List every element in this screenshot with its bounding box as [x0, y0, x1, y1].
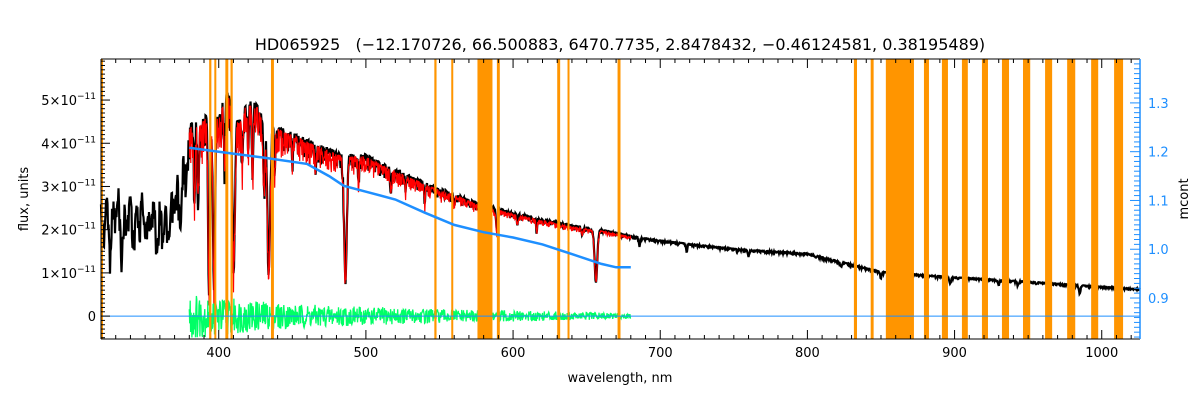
- x-tick-label: 900: [942, 346, 967, 361]
- y-tick-label: 0: [88, 310, 96, 325]
- masked-region: [557, 59, 561, 339]
- x-tick-label: 700: [648, 346, 673, 361]
- y2-axis-title: mcont: [1177, 178, 1192, 219]
- masked-region: [1045, 59, 1053, 339]
- masked-region: [209, 59, 212, 339]
- masked-region: [477, 59, 493, 339]
- masked-region: [434, 59, 437, 339]
- overlay-lines: [101, 146, 1140, 317]
- y2-tick-label: 1.2: [1148, 146, 1169, 161]
- y2-tick-label: 1.3: [1148, 97, 1169, 112]
- y-axis-title: flux, units: [17, 167, 32, 232]
- masked-region: [567, 59, 570, 339]
- masked-region: [870, 59, 874, 339]
- y2-tick-label: 1.1: [1148, 194, 1169, 209]
- x-tick-label: 800: [795, 346, 820, 361]
- y-tick-label: 3×10−11: [41, 178, 96, 195]
- y2-tick-label: 1.0: [1148, 243, 1169, 258]
- chart-title: HD065925 (−12.170726, 66.500883, 6470.77…: [255, 35, 985, 54]
- mcont-line: [189, 146, 631, 269]
- masked-region: [981, 59, 988, 339]
- masked-region: [225, 59, 229, 339]
- axes: 400 500 600 700 800 900 1000 0 1×10−11 2×10−11 3×1…: [41, 58, 1169, 361]
- masked-region: [961, 59, 968, 339]
- masked-region: [270, 59, 274, 339]
- masked-region: [941, 59, 948, 339]
- masked-region: [1091, 59, 1099, 339]
- masked-region: [451, 59, 454, 339]
- masked-region: [230, 59, 233, 339]
- x-tick-label: 400: [206, 346, 231, 361]
- masked-regions: [101, 59, 1124, 339]
- model-flux-line: [188, 95, 632, 325]
- residual-line: [188, 295, 632, 338]
- y-tick-label: 4×10−11: [41, 135, 96, 152]
- masked-region: [214, 59, 217, 339]
- y2-tick-label: 0.9: [1148, 292, 1169, 307]
- x-tick-label: 600: [501, 346, 526, 361]
- masked-region: [923, 59, 929, 339]
- x-axis-title: wavelength, nm: [568, 371, 673, 386]
- masked-region: [1067, 59, 1076, 339]
- masked-region: [1001, 59, 1010, 339]
- masked-region: [617, 59, 621, 339]
- masked-region: [1023, 59, 1031, 339]
- x-tick-label: 1000: [1085, 346, 1118, 361]
- masked-region: [496, 59, 500, 339]
- y-tick-label: 5×10−11: [41, 92, 96, 109]
- x-tick-label: 500: [353, 346, 378, 361]
- masked-region: [1114, 59, 1124, 339]
- masked-region: [885, 59, 914, 339]
- masked-region: [853, 59, 857, 339]
- y-tick-label: 2×10−11: [41, 222, 96, 239]
- y-tick-label: 1×10−11: [41, 265, 96, 282]
